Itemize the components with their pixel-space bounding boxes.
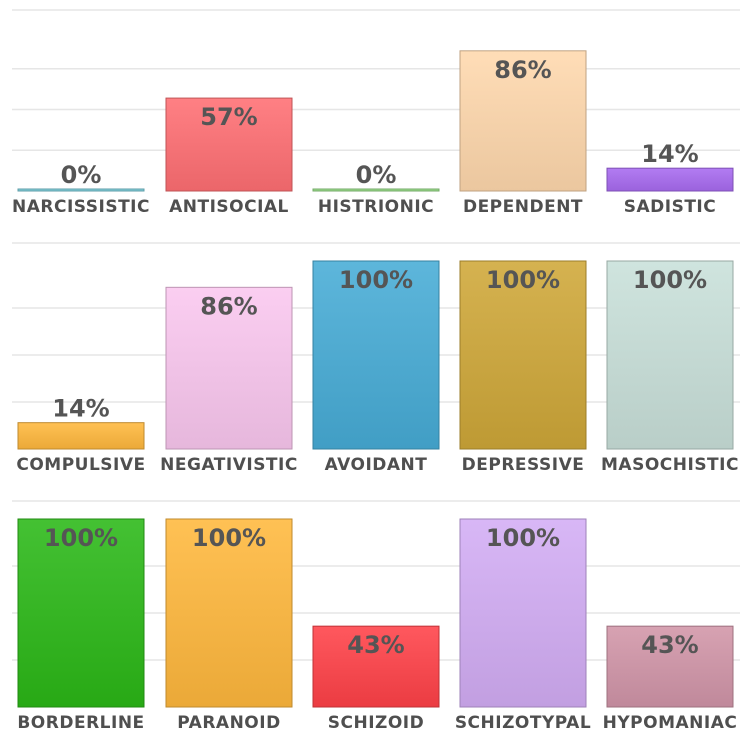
bar-dependent <box>459 50 587 192</box>
bar-value-label: 43% <box>347 631 404 659</box>
category-label: HISTRIONIC <box>318 197 434 217</box>
category-label: PARANOID <box>177 713 280 733</box>
bar-histrionic <box>312 188 440 192</box>
category-label: NARCISSISTIC <box>12 197 150 217</box>
bar-borderline <box>17 518 145 708</box>
bar-value-label: 86% <box>200 292 257 320</box>
bar-value-label: 100% <box>44 524 118 552</box>
bar-narcissistic <box>17 188 145 192</box>
bar-negativistic <box>165 286 293 450</box>
bar-value-label: 86% <box>494 56 551 84</box>
bar-value-label: 43% <box>641 631 698 659</box>
category-label: SADISTIC <box>624 197 716 217</box>
bar-antisocial <box>165 97 293 192</box>
category-label: DEPRESSIVE <box>462 455 585 475</box>
category-label: SCHIZOID <box>328 713 425 733</box>
category-label: COMPULSIVE <box>16 455 145 475</box>
bar-schizotypal <box>459 518 587 708</box>
category-label: BORDERLINE <box>17 713 144 733</box>
bar-value-label: 57% <box>200 103 257 131</box>
bar-depressive <box>459 260 587 450</box>
bar-value-label: 14% <box>52 395 109 423</box>
category-label: ANTISOCIAL <box>169 197 289 217</box>
bar-value-label: 100% <box>633 266 707 294</box>
bar-compulsive <box>17 422 145 450</box>
bar-value-label: 0% <box>61 161 102 189</box>
category-label: SCHIZOTYPAL <box>455 713 591 733</box>
category-label: DEPENDENT <box>463 197 583 217</box>
bar-value-label: 100% <box>192 524 266 552</box>
category-label: AVOIDANT <box>325 455 428 475</box>
category-label: NEGATIVISTIC <box>160 455 298 475</box>
category-label: MASOCHISTIC <box>601 455 739 475</box>
category-label: HYPOMANIAC <box>603 713 738 733</box>
chart-panel-2: 14% COMPULSIVE 86% NEGATIVISTIC 100% AVOIDANT… <box>12 242 740 475</box>
bar-masochistic <box>606 260 734 450</box>
bar-sadistic <box>606 167 734 192</box>
bar-value-label: 100% <box>486 524 560 552</box>
bar-schizoid <box>312 625 440 708</box>
bar-avoidant <box>312 260 440 450</box>
bar-value-label: 0% <box>356 161 397 189</box>
bar-paranoid <box>165 518 293 708</box>
chart-panel-3: 100% BORDERLINE 100% PARANOID 43% SCHIZOID 100… <box>12 500 740 733</box>
bar-value-label: 100% <box>339 266 413 294</box>
chart-panel-1: 0% NARCISSISTIC 57% ANTISOCIAL 0% HISTRIONIC 8… <box>12 9 740 217</box>
bar-value-label: 100% <box>486 266 560 294</box>
bar-value-label: 14% <box>641 140 698 168</box>
bar-hypomaniac <box>606 625 734 708</box>
